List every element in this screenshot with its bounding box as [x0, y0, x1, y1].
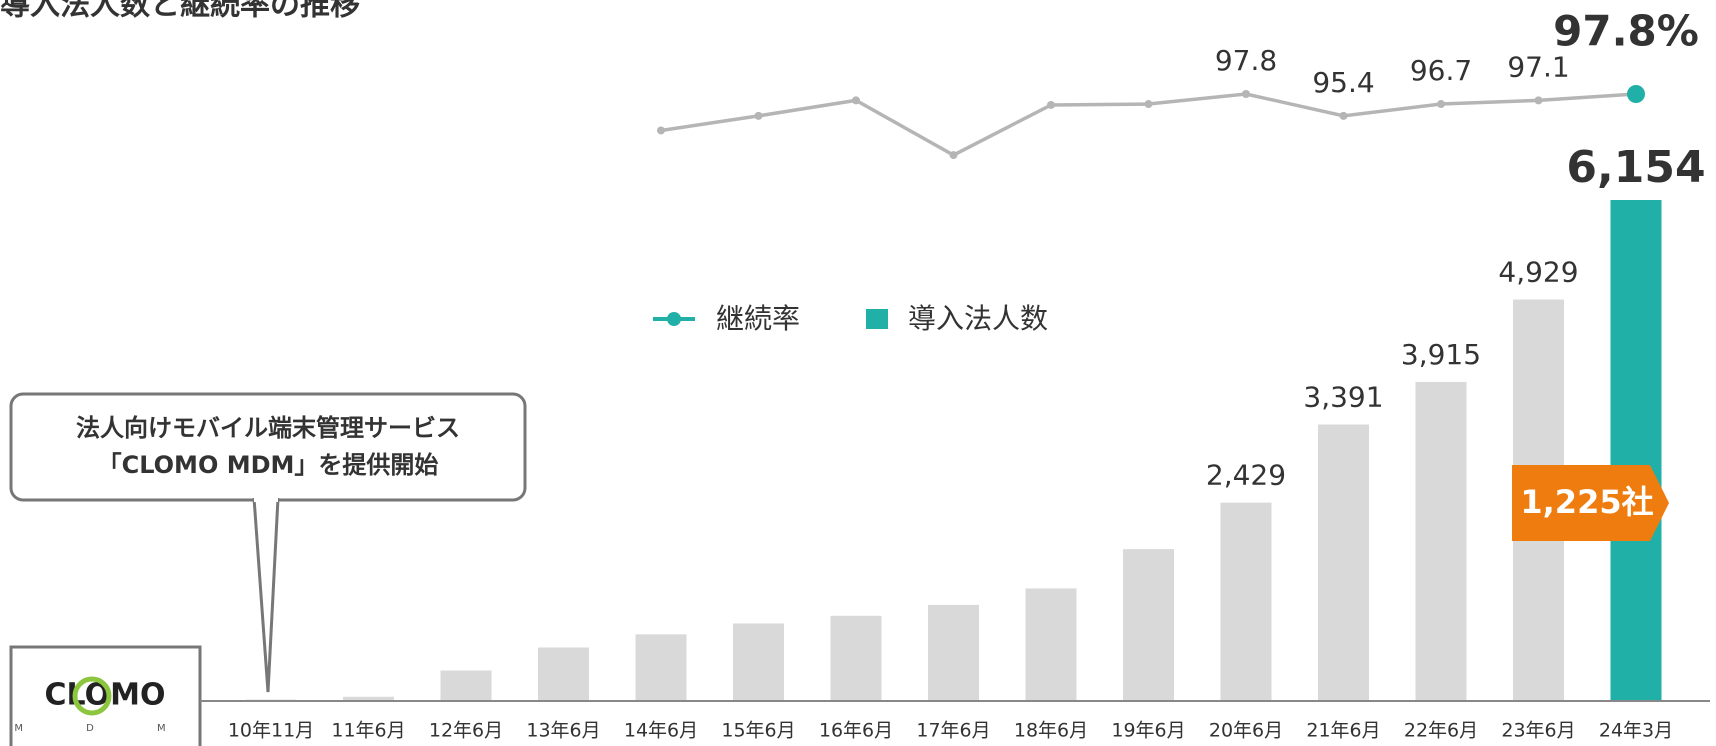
line-point	[1339, 111, 1348, 120]
x-tick-label: 24年3月	[1599, 720, 1673, 742]
bar	[635, 634, 687, 700]
increase-arrow	[1512, 465, 1669, 541]
x-tick-label: 19年6月	[1111, 720, 1185, 742]
x-tick-label: 14年6月	[624, 720, 698, 742]
bar-value-label: 6,154	[1566, 142, 1705, 193]
legend-label: 継続率	[716, 302, 800, 335]
callout-text: 「CLOMO MDM」を提供開始	[98, 451, 439, 479]
line-point	[1627, 85, 1645, 103]
x-tick-label: 13年6月	[526, 720, 600, 742]
callout-text: 法人向けモバイル端末管理サービス	[76, 414, 460, 442]
line-value-label: 97.8	[1215, 44, 1277, 77]
bar	[1318, 424, 1369, 700]
x-tick-label: 15年6月	[721, 720, 795, 742]
line-point	[1144, 100, 1153, 109]
x-tick-label: 22年6月	[1404, 720, 1478, 742]
bar	[1610, 200, 1662, 700]
bar-value-label: 3,915	[1401, 338, 1481, 371]
logo-box	[9, 645, 202, 746]
bar	[1220, 502, 1272, 700]
legend-marker	[667, 312, 681, 326]
line-point	[657, 126, 665, 135]
bar	[928, 604, 979, 700]
callout-join	[254, 494, 278, 502]
x-tick-label: 21年6月	[1306, 720, 1380, 742]
increase-label: 1,225社	[1520, 483, 1653, 521]
bar	[830, 615, 882, 700]
bar	[733, 623, 784, 700]
legend-label: 導入法人数	[908, 302, 1048, 335]
line-point	[949, 151, 958, 160]
x-tick-label: 23年6月	[1501, 720, 1575, 742]
x-tick-label: 10年11月	[228, 720, 314, 742]
chart-title: 導入法人数と継続率の推移	[0, 0, 360, 23]
x-tick-label: 16年6月	[819, 720, 893, 742]
bar	[343, 696, 394, 700]
line-value-label: 96.7	[1410, 54, 1472, 87]
callout-box	[9, 392, 527, 502]
line-value-label: 95.4	[1312, 66, 1374, 99]
callout-pointer	[252, 497, 280, 693]
line-point	[1242, 90, 1250, 98]
bar	[1415, 381, 1467, 700]
legend-swatch	[866, 309, 888, 329]
line-value-label: 97.1	[1507, 50, 1569, 83]
logo-sub: M D M	[14, 723, 195, 734]
bar	[538, 647, 589, 700]
x-tick-label: 18年6月	[1014, 720, 1088, 742]
x-tick-label: 12年6月	[429, 720, 503, 742]
logo-ring	[72, 676, 112, 716]
line-point	[1047, 100, 1055, 109]
line-point	[1437, 100, 1445, 109]
line-value-label: 97.8%	[1553, 7, 1699, 56]
x-tick-label: 20年6月	[1209, 720, 1283, 742]
bar-value-label: 3,391	[1303, 380, 1383, 413]
line-point	[1534, 96, 1543, 105]
bar-value-label: 2,429	[1206, 459, 1286, 492]
line-point	[754, 111, 763, 120]
line-point	[852, 96, 860, 105]
x-tick-label: 11年6月	[331, 720, 405, 742]
bar-value-label: 4,929	[1498, 256, 1578, 289]
bar	[1123, 549, 1174, 700]
bar	[440, 670, 492, 700]
bar	[1025, 588, 1077, 700]
x-tick-label: 17年6月	[916, 720, 990, 742]
